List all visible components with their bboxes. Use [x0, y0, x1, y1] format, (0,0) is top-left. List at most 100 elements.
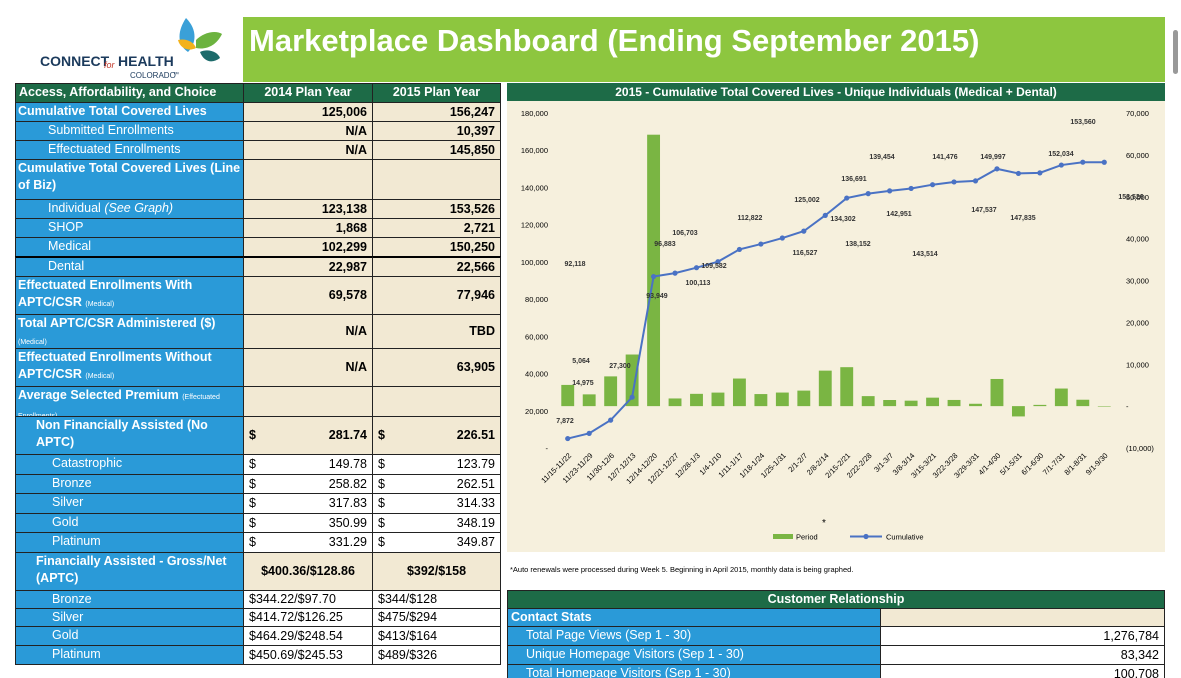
- currency-symbol: $: [378, 535, 385, 549]
- chart-background: [507, 83, 1165, 552]
- label-text: Bronze: [52, 476, 92, 490]
- data-label: 152,034: [1048, 151, 1073, 158]
- line-marker: [1037, 170, 1043, 176]
- value: N/A: [345, 142, 367, 157]
- value: 22,987: [328, 259, 367, 274]
- label-text: Gold: [52, 628, 79, 642]
- y2-tick-label: (10,000): [1126, 444, 1154, 453]
- data-label: 147,537: [971, 207, 996, 214]
- line-marker: [565, 435, 571, 442]
- label-text: Effectuated Enrollments With APTC/CSR: [18, 278, 193, 309]
- data-label: 7,872: [556, 418, 574, 425]
- value-cell: 2,721: [372, 218, 501, 238]
- amount: 281.74: [328, 428, 367, 442]
- value: 1,868: [335, 220, 367, 235]
- row-label: Dental: [15, 256, 244, 277]
- data-label: 125,002: [794, 197, 819, 204]
- data-label: 153,560: [1070, 119, 1095, 126]
- legend-swatch: [773, 534, 793, 539]
- label-text: Dental: [48, 259, 85, 273]
- value-cell: 63,905: [372, 348, 501, 387]
- page-title: Marketplace Dashboard (Ending September …: [249, 23, 980, 58]
- value: $344.22/$97.70: [249, 592, 336, 606]
- currency-symbol: $: [249, 457, 256, 471]
- value: 102,299: [321, 239, 367, 254]
- bar: [840, 367, 854, 407]
- value-cell: 22,987: [243, 256, 373, 277]
- value: 153,526: [449, 201, 495, 216]
- bar: [775, 392, 789, 407]
- value-cell: N/A: [243, 348, 373, 387]
- row-label: Individual (See Graph): [15, 199, 244, 219]
- value-cell: $349.87: [372, 532, 501, 553]
- value: $475/$294: [378, 610, 438, 624]
- data-label: 92,118: [564, 261, 585, 268]
- stat-label: Total Page Views (Sep 1 - 30): [507, 626, 881, 646]
- amount: 123.79: [456, 457, 495, 471]
- label-text: Gold: [52, 515, 79, 529]
- label-text: Bronze: [52, 592, 92, 606]
- logo-text: COLORADO: [130, 71, 176, 80]
- column-header: 2015 Plan Year: [372, 83, 501, 103]
- value-cell: 1,868: [243, 218, 373, 238]
- stat-value: 100,708: [880, 664, 1165, 678]
- value-cell: $344.22/$97.70: [243, 590, 373, 609]
- line-marker: [994, 166, 1000, 172]
- label-italic: (See Graph): [104, 201, 174, 215]
- value: 69,578: [328, 288, 367, 302]
- bar: [1054, 388, 1068, 407]
- bar: [990, 378, 1004, 407]
- row-label: Platinum: [15, 645, 244, 665]
- chart-title: 2015 - Cumulative Total Covered Lives - …: [615, 85, 1057, 99]
- amount: 262.51: [456, 476, 495, 491]
- label-text: SHOP: [48, 220, 84, 234]
- y-tick-label: 80,000: [525, 295, 548, 304]
- currency-symbol: $: [249, 515, 256, 530]
- logo-text: HEALTH: [118, 53, 174, 69]
- value: 156,247: [449, 104, 495, 119]
- label-note: (Medical): [85, 373, 115, 380]
- value-cell: $331.29: [243, 532, 373, 553]
- label-text: Non Financially Assisted (No APTC): [36, 418, 208, 449]
- amount: 149.78: [328, 457, 367, 471]
- bar: [604, 376, 618, 407]
- bar: [732, 378, 746, 407]
- amount: 226.51: [456, 428, 495, 442]
- value-cell: 69,578: [243, 276, 373, 315]
- data-label: 27,300: [609, 363, 631, 370]
- currency-symbol: $: [249, 428, 256, 442]
- currency-symbol: $: [378, 428, 385, 442]
- customer-table: Customer Relationship Contact Stats Total …: [507, 590, 1165, 678]
- data-label: 93,949: [646, 293, 668, 300]
- value-cell: $400.36/$128.86: [243, 552, 373, 591]
- stat-value: 1,276,784: [880, 626, 1165, 646]
- amount: 317.83: [328, 496, 367, 510]
- legend-swatch: [863, 533, 869, 540]
- line-marker: [608, 417, 614, 423]
- row-label: Effectuated Enrollments Without APTC/CSR…: [15, 348, 244, 387]
- label-note: (Medical): [18, 339, 47, 346]
- bar: [797, 390, 811, 407]
- y2-tick-label: 40,000: [1126, 235, 1149, 244]
- row-label: Cumulative Total Covered Lives (Line of …: [15, 159, 244, 200]
- currency-symbol: $: [378, 496, 385, 510]
- data-label: 106,703: [672, 230, 697, 237]
- value-cell: $413/$164: [372, 626, 501, 646]
- y2-tick-label: 20,000: [1126, 318, 1149, 327]
- data-label: 138,152: [845, 241, 870, 248]
- logo-text: CONNECT: [40, 53, 110, 69]
- label-text: Silver: [52, 610, 84, 624]
- value: 125,006: [321, 104, 367, 119]
- value-cell: 150,250: [372, 237, 501, 257]
- currency-symbol: $: [249, 476, 256, 491]
- value-cell: $475/$294: [372, 608, 501, 627]
- line-marker: [650, 273, 657, 280]
- column-header: Access, Affordability, and Choice: [15, 83, 244, 103]
- value: N/A: [345, 123, 367, 138]
- value: 2,721: [463, 220, 495, 235]
- label-note: (Medical): [85, 301, 115, 308]
- line-marker: [736, 246, 743, 253]
- row-label: Gold: [15, 626, 244, 646]
- line-marker: [801, 228, 807, 234]
